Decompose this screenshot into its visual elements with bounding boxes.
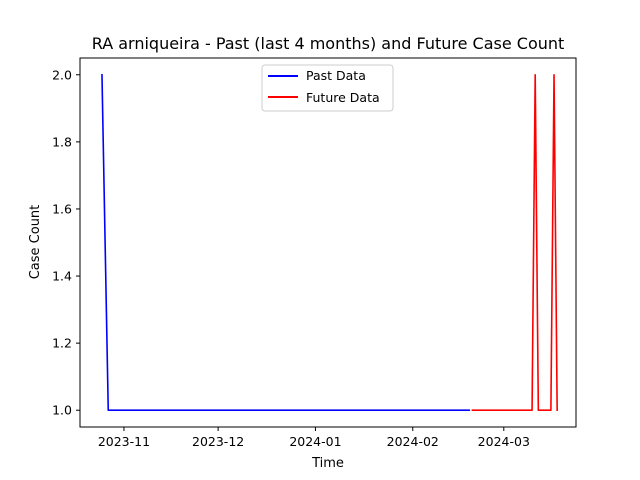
y-tick-label: 1.0: [52, 403, 72, 418]
chart-title: RA arniqueira - Past (last 4 months) and…: [92, 34, 565, 53]
y-tick-label: 1.6: [52, 201, 72, 216]
x-tick-label: 2024-03: [478, 434, 530, 449]
series-line-past-data: [101, 73, 471, 412]
x-tick-label: 2024-01: [289, 434, 341, 449]
x-tick-label: 2024-02: [387, 434, 439, 449]
y-tick-label: 1.4: [52, 269, 72, 284]
x-axis: 2023-11 2023-12 2024-01 2024-02 2024-03: [98, 427, 530, 449]
y-axis-label: Case Count: [28, 205, 43, 280]
y-axis: 1.0 1.2 1.4 1.6 1.8 2.0: [52, 67, 80, 418]
legend: Past Data Future Data: [261, 64, 394, 112]
legend-label-future-data: Future Data: [306, 90, 380, 105]
plot-area: [101, 73, 558, 412]
plot-frame: [79, 57, 577, 428]
series-line-future-data: [471, 73, 558, 412]
y-tick-label: 2.0: [52, 67, 72, 82]
y-tick-label: 1.2: [52, 336, 72, 351]
x-axis-label: Time: [311, 456, 344, 471]
x-tick-label: 2023-12: [192, 434, 244, 449]
legend-label-past-data: Past Data: [306, 68, 366, 83]
y-tick-label: 1.8: [52, 134, 72, 149]
x-tick-label: 2023-11: [98, 434, 150, 449]
